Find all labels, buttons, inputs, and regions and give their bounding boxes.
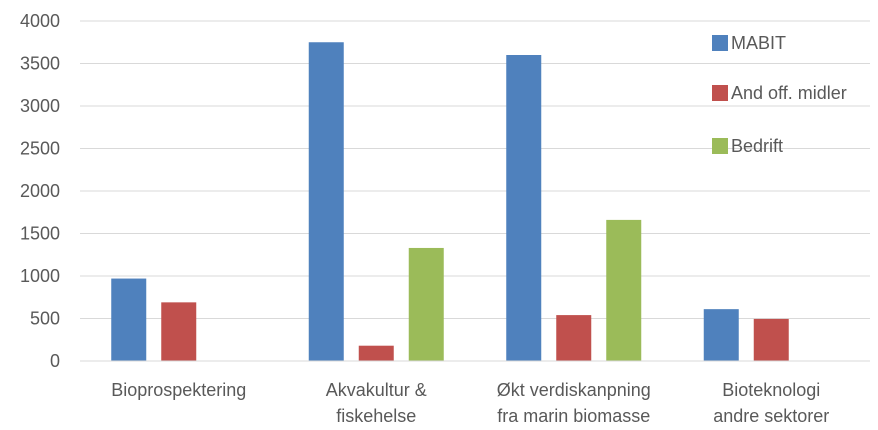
bar-and-off-midler: [358, 345, 394, 361]
category-label-line: Bioteknologi: [722, 380, 820, 400]
y-tick-label: 0: [50, 351, 60, 371]
bar-mabit: [111, 278, 147, 361]
y-tick-label: 4000: [20, 11, 60, 31]
gridlines: [80, 20, 870, 319]
bar-mabit: [703, 309, 739, 361]
bars: [111, 42, 789, 361]
category-label-line: fiskehelse: [336, 406, 416, 426]
bar-and-off-midler: [161, 302, 197, 361]
category-label-line: Bioprospektering: [111, 380, 246, 400]
legend-label: MABIT: [731, 33, 786, 53]
category-label-line: Økt verdiskanpning: [497, 380, 651, 400]
y-tick-label: 500: [30, 309, 60, 329]
category-label: Bioprospektering: [111, 380, 246, 400]
category-label-line: andre sektorer: [713, 406, 829, 426]
category-label-line: Akvakultur &: [326, 380, 427, 400]
y-tick-label: 1000: [20, 266, 60, 286]
y-axis-ticks: 0 500 1000 1500 2000 2500 3000 3500 4000: [20, 11, 60, 371]
bar-bedrift: [408, 247, 444, 361]
y-tick-label: 1500: [20, 224, 60, 244]
bar-mabit: [308, 42, 344, 361]
category-label-line: fra marin biomasse: [497, 406, 650, 426]
bar-and-off-midler: [556, 315, 592, 361]
y-tick-label: 3000: [20, 96, 60, 116]
legend: MABIT And off. midler Bedrift: [712, 33, 847, 156]
category-label: Akvakultur & fiskehelse: [326, 380, 427, 426]
bar-mabit: [506, 55, 542, 361]
bar-and-off-midler: [753, 318, 789, 361]
y-tick-label: 2500: [20, 139, 60, 159]
legend-label: And off. midler: [731, 83, 847, 103]
category-label: Bioteknologi andre sektorer: [713, 380, 829, 426]
category-labels: Bioprospektering Akvakultur & fiskehelse Øk…: [111, 380, 829, 426]
category-label: Økt verdiskanpning fra marin biomasse: [497, 380, 651, 426]
legend-label: Bedrift: [731, 136, 783, 156]
legend-swatch: [712, 85, 728, 101]
legend-swatch: [712, 35, 728, 51]
legend-swatch: [712, 138, 728, 154]
y-tick-label: 3500: [20, 54, 60, 74]
y-tick-label: 2000: [20, 181, 60, 201]
bar-bedrift: [606, 219, 642, 361]
